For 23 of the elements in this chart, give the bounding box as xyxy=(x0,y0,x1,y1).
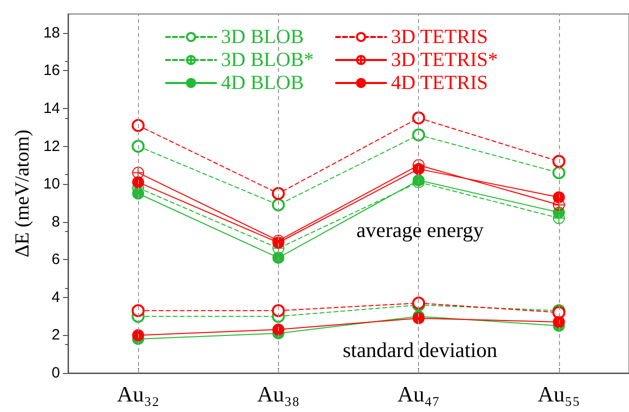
annotation: standard deviation xyxy=(342,338,498,362)
legend-label: 4D TETRIS xyxy=(391,72,488,94)
x-tick-label: Au₃₈ xyxy=(257,382,300,406)
y-tick-label: 2 xyxy=(52,326,60,344)
x-tick-label: Au₅₅ xyxy=(538,382,580,406)
y-tick-label: 18 xyxy=(43,24,60,42)
y-tick-label: 16 xyxy=(43,62,60,80)
legend-label: 3D TETRIS xyxy=(391,26,488,48)
y-tick-label: 8 xyxy=(52,213,60,230)
x-tick-label: Au₃₂ xyxy=(117,382,160,406)
legend-label: 3D TETRIS* xyxy=(391,49,498,71)
legend-label: 4D BLOB xyxy=(221,72,304,94)
y-tick-label: 10 xyxy=(43,176,60,193)
y-tick-label: 14 xyxy=(43,100,60,117)
y-tick-label: 12 xyxy=(43,138,60,155)
annotation: average energy xyxy=(356,218,484,242)
legend-label: 3D BLOB* xyxy=(221,49,314,71)
y-axis-title: ΔE (meV/atom) xyxy=(11,130,34,258)
x-tick-label: Au₄₇ xyxy=(398,382,440,406)
y-tick-label: 0 xyxy=(52,364,60,382)
y-tick-label: 4 xyxy=(52,288,60,306)
y-tick-label: 6 xyxy=(52,251,60,268)
legend-label: 3D BLOB xyxy=(221,26,304,48)
